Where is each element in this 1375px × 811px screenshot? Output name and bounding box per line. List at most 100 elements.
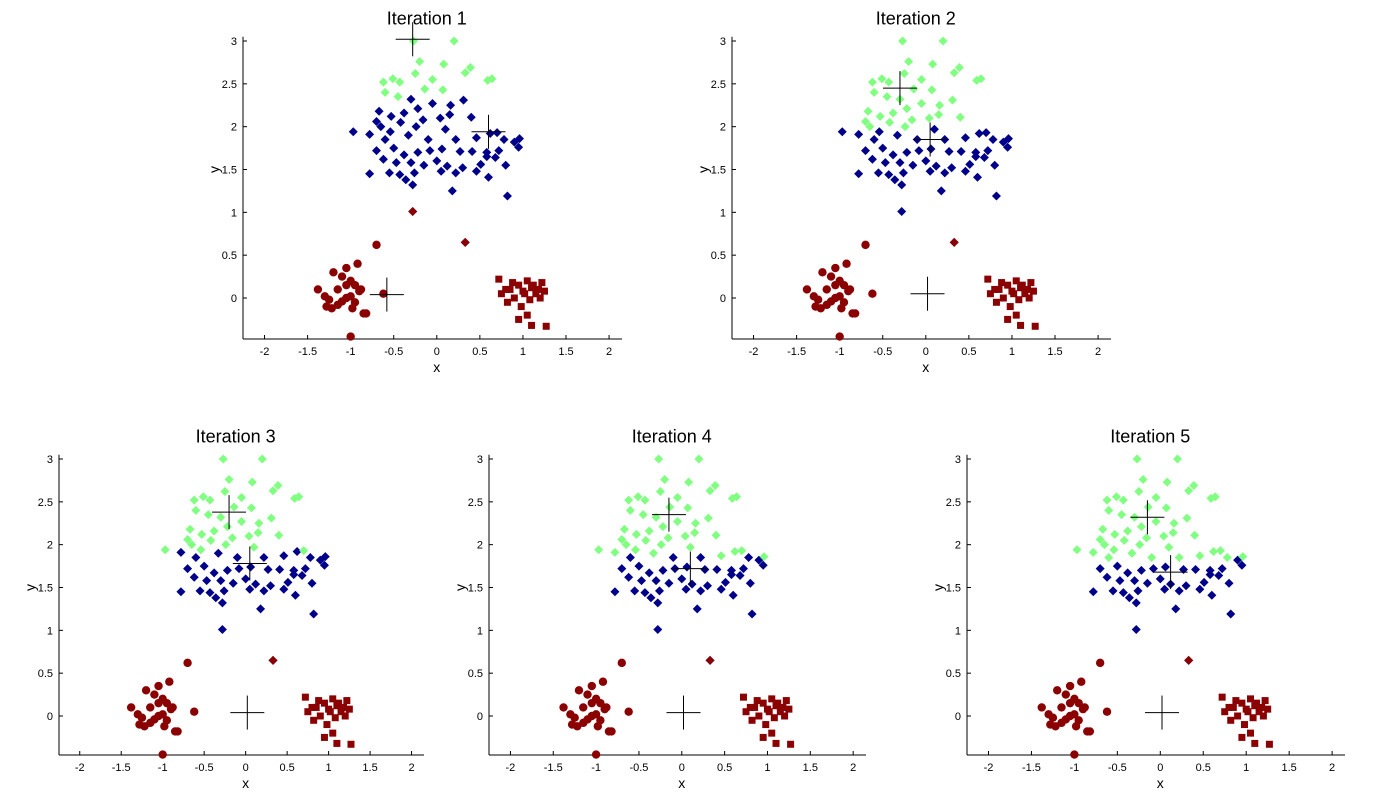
data-point-red-circle: [818, 268, 827, 277]
data-point-green-diamond: [1143, 502, 1153, 512]
data-point-green-diamond: [1104, 505, 1114, 515]
data-point-red-circle: [173, 727, 182, 736]
data-point-blue-diamond: [391, 158, 401, 168]
data-point-blue-diamond: [874, 127, 884, 137]
y-tick-label: 3: [47, 454, 53, 466]
data-point-blue-diamond: [459, 95, 469, 105]
y-tick-label: 3: [955, 454, 961, 466]
data-point-green-diamond: [1119, 535, 1129, 545]
data-point-red-diamond: [705, 655, 715, 665]
x-tick-label: 2: [606, 346, 612, 358]
data-point-red-square: [331, 714, 339, 722]
data-point-green-diamond: [617, 535, 627, 545]
x-tick-label: -2: [506, 762, 516, 774]
data-point-red-square: [320, 699, 328, 707]
data-point-blue-diamond: [471, 166, 481, 176]
data-point-red-circle: [574, 686, 584, 695]
panel-iteration-3: Iteration 3 x y -2 -1.5 -1 -0.5 0 0.5 1 1.5 2 0 0.…: [22, 427, 424, 791]
data-point-green-diamond: [1162, 477, 1172, 487]
data-point-red-circle: [868, 289, 877, 298]
data-point-blue-diamond: [702, 581, 712, 591]
y-tick-label: 0: [955, 711, 961, 723]
data-point-green-diamond: [1209, 547, 1219, 557]
data-point-red-square: [526, 296, 534, 304]
data-point-green-diamond: [1127, 548, 1137, 558]
data-point-green-diamond: [198, 492, 208, 502]
data-point-red-square: [304, 708, 312, 716]
data-point-green-diamond: [655, 487, 665, 497]
data-point-blue-diamond: [216, 576, 226, 586]
data-point-green-diamond: [1159, 531, 1169, 541]
data-point-blue-diamond: [435, 113, 445, 123]
data-point-blue-diamond: [502, 191, 512, 201]
data-point-blue-diamond: [651, 576, 661, 586]
data-point-red-square: [785, 705, 793, 713]
y-tick-label: 2: [720, 122, 726, 134]
data-point-green-diamond: [680, 531, 690, 541]
data-point-green-diamond: [888, 108, 898, 118]
data-point-red-square: [532, 290, 540, 298]
data-point-blue-diamond: [990, 160, 1000, 170]
data-point-green-diamond: [938, 36, 948, 46]
data-point-blue-diamond: [199, 561, 209, 571]
data-point-green-diamond: [656, 540, 666, 550]
data-point-blue-diamond: [411, 122, 421, 132]
data-point-blue-diamond: [319, 560, 329, 570]
data-point-red-square: [1255, 708, 1263, 716]
data-point-blue-diamond: [189, 572, 199, 582]
data-point-blue-diamond: [217, 598, 227, 608]
x-tick-label: -1.5: [298, 346, 317, 358]
x-tick-label: 0: [679, 762, 685, 774]
y-tick-label: 1: [47, 625, 53, 637]
data-point-blue-diamond: [232, 553, 242, 563]
panel-iteration-5: Iteration 5 x y -2 -1.5 -1 -0.5 0 0.5 1 1.5 2 0 0.…: [930, 427, 1345, 791]
data-point-red-circle: [1085, 727, 1095, 736]
data-point-blue-diamond: [195, 586, 205, 596]
data-point-green-diamond: [393, 92, 403, 102]
data-point-green-diamond: [673, 517, 682, 527]
data-point-red-square: [1261, 697, 1269, 705]
y-tick-label: 1: [231, 207, 237, 219]
y-tick-label: 1.5: [468, 583, 483, 595]
data-point-blue-diamond: [300, 564, 310, 574]
x-tick-label: 1.5: [1282, 762, 1297, 774]
data-point-red-square: [782, 697, 790, 705]
data-point-green-diamond: [898, 36, 908, 46]
data-point-blue-diamond: [1131, 598, 1141, 608]
x-tick-label: 1: [764, 762, 770, 774]
data-point-green-diamond: [294, 492, 304, 502]
data-point-red-square: [753, 697, 761, 705]
data-point-green-diamond: [197, 529, 207, 539]
data-point-blue-diamond: [728, 590, 738, 600]
data-point-green-diamond: [884, 77, 894, 87]
data-point-red-square: [523, 277, 531, 285]
data-point-red-square: [1221, 708, 1229, 716]
data-point-green-diamond: [1174, 553, 1184, 563]
data-point-red-circle: [1061, 690, 1070, 699]
data-point-blue-diamond: [447, 186, 457, 196]
data-point-green-diamond: [1117, 510, 1127, 520]
data-point-red-square: [768, 695, 776, 703]
data-point-red-square: [1232, 697, 1240, 705]
data-point-red-circle: [361, 309, 371, 318]
data-point-green-diamond: [690, 528, 700, 538]
data-point-red-circle: [342, 280, 351, 290]
data-point-red-square: [1253, 699, 1261, 707]
data-point-green-diamond: [1164, 542, 1174, 552]
data-point-red-square: [1029, 287, 1037, 295]
data-point-blue-diamond: [485, 129, 495, 139]
data-point-green-diamond: [224, 475, 234, 485]
y-tick-label: 0.5: [38, 668, 53, 680]
data-point-blue-diamond: [745, 578, 755, 588]
data-point-blue-diamond: [403, 130, 413, 140]
data-point-green-diamond: [246, 503, 256, 513]
data-point-red-circle: [861, 240, 870, 250]
x-tick-label: -0.5: [195, 762, 214, 774]
data-point-blue-diamond: [259, 553, 269, 563]
data-point-blue-diamond: [401, 175, 411, 185]
data-point-red-circle: [570, 713, 579, 722]
data-point-green-diamond: [658, 522, 668, 532]
data-point-green-diamond: [899, 69, 909, 79]
data-point-blue-diamond: [499, 135, 509, 145]
